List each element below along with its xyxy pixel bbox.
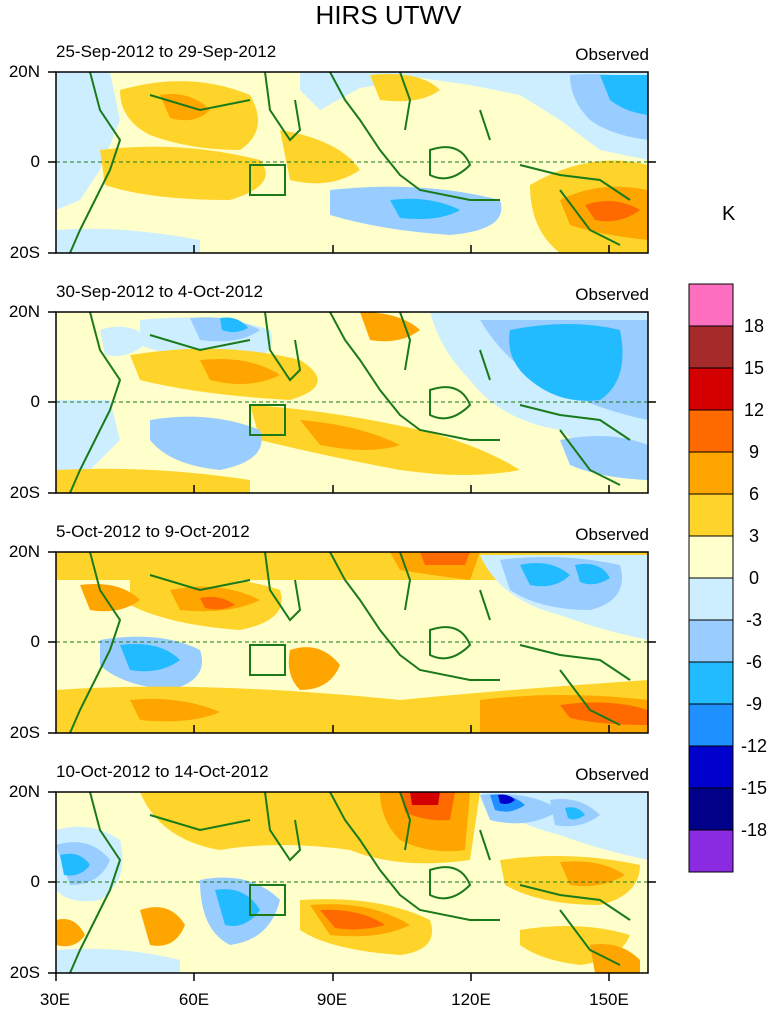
colorbar-cell	[688, 619, 734, 663]
colorbar-label: 3	[748, 526, 759, 546]
colorbar-label: 15	[743, 358, 765, 378]
colorbar-label: -6	[745, 652, 762, 672]
colorbar	[688, 283, 734, 873]
colorbar-cell	[688, 325, 734, 369]
lat-label-0: 0	[30, 392, 40, 411]
panel-1-type: Observed	[575, 45, 649, 64]
panel-3-period: 5-Oct-2012 to 9-Oct-2012	[56, 522, 250, 541]
colorbar-cell	[688, 283, 734, 327]
colorbar-label: 6	[748, 484, 759, 504]
colorbar-label: -15	[740, 778, 767, 798]
lat-label-20s: 20S	[9, 723, 40, 742]
colorbar-label: -9	[745, 694, 762, 714]
colorbar-label: -3	[745, 610, 762, 630]
lon-label-60e: 60E	[178, 990, 210, 1009]
lat-label-20n: 20N	[8, 302, 40, 321]
colorbar-cell	[688, 535, 734, 579]
colorbar-label: 12	[743, 400, 765, 420]
panel-4-type: Observed	[575, 765, 649, 784]
lon-label-150e: 150E	[589, 990, 629, 1009]
colorbar-cell	[688, 661, 734, 705]
colorbar-label: 9	[748, 442, 759, 462]
colorbar-label: 18	[743, 316, 765, 336]
colorbar-label: -18	[740, 820, 767, 840]
panel-4-period: 10-Oct-2012 to 14-Oct-2012	[56, 762, 269, 781]
lat-label-20s: 20S	[9, 483, 40, 502]
colorbar-cell	[688, 745, 734, 789]
colorbar-cell	[688, 451, 734, 495]
colorbar-cell	[688, 577, 734, 621]
lat-label-0: 0	[30, 152, 40, 171]
lon-label-120e: 120E	[451, 990, 491, 1009]
panel-3-type: Observed	[575, 525, 649, 544]
lat-label-20n: 20N	[8, 62, 40, 81]
colorbar-label: -12	[740, 736, 767, 756]
colorbar-cell	[688, 493, 734, 537]
panel-2-type: Observed	[575, 285, 649, 304]
colorbar-cell	[688, 703, 734, 747]
figure-title: HIRS UTWV	[315, 0, 462, 30]
equator-lines	[56, 161, 648, 883]
panel-1-period: 25-Sep-2012 to 29-Sep-2012	[56, 42, 277, 61]
axis-ticks	[48, 71, 656, 981]
colorbar-label: 0	[748, 568, 759, 588]
coastlines	[69, 72, 631, 973]
lat-label-20n: 20N	[8, 782, 40, 801]
lat-label-0: 0	[30, 632, 40, 651]
colorbar-unit-label: K	[722, 203, 736, 225]
colorbar-cell	[688, 829, 734, 873]
colorbar-cell	[688, 367, 734, 411]
lon-label-90e: 90E	[316, 990, 348, 1009]
colorbar-cell	[688, 787, 734, 831]
lat-label-0: 0	[30, 872, 40, 891]
lat-label-20s: 20S	[9, 963, 40, 982]
lat-label-20s: 20S	[9, 243, 40, 262]
lon-label-30e: 30E	[39, 990, 71, 1009]
panel-2-period: 30-Sep-2012 to 4-Oct-2012	[56, 282, 263, 301]
colorbar-cell	[688, 409, 734, 453]
lat-label-20n: 20N	[8, 542, 40, 561]
